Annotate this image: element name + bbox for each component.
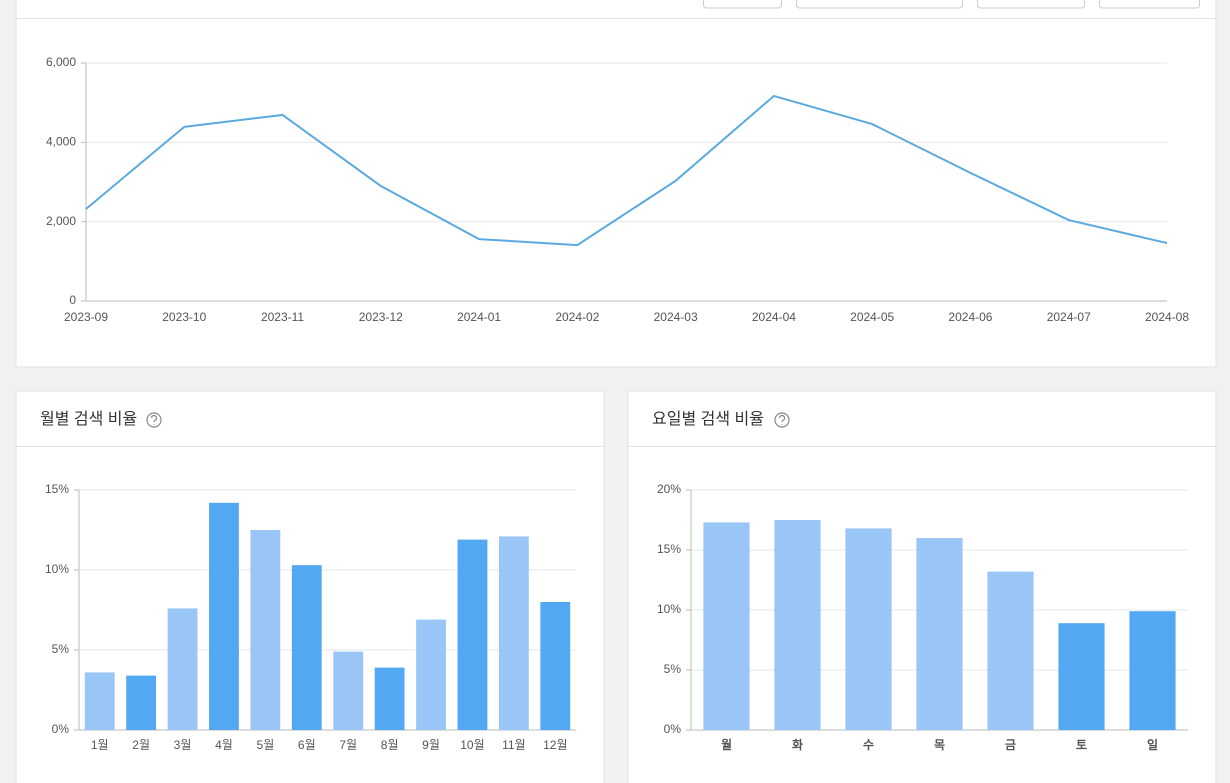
bar — [774, 520, 821, 730]
x-tick-label: 2023-11 — [261, 310, 304, 324]
x-tick-label: 1월 — [91, 738, 109, 752]
bar — [1058, 623, 1105, 730]
y-tick-label: 0% — [664, 722, 682, 736]
x-tick-label: 4월 — [215, 738, 233, 752]
y-tick-label: 0 — [69, 293, 76, 307]
help-icon[interactable] — [774, 412, 790, 428]
x-tick-label: 수 — [863, 738, 874, 752]
y-tick-label: 15% — [45, 482, 69, 496]
bar — [498, 536, 529, 730]
x-tick-label: 5월 — [257, 738, 275, 752]
y-tick-label: 4,000 — [46, 135, 76, 149]
bar — [291, 565, 322, 730]
x-tick-label: 2024-04 — [752, 310, 796, 324]
x-tick-label: 화 — [792, 737, 803, 752]
y-tick-label: 5% — [52, 642, 70, 656]
x-tick-label: 11월 — [502, 738, 526, 752]
bar — [333, 651, 364, 730]
x-tick-label: 2월 — [132, 738, 150, 752]
bar — [540, 602, 571, 730]
x-tick-label: 9월 — [422, 738, 440, 752]
x-tick-label: 2024-02 — [555, 310, 599, 324]
x-tick-label: 목 — [934, 738, 945, 752]
bar — [1129, 611, 1176, 730]
x-tick-label: 2023-09 — [64, 310, 108, 324]
bar — [250, 530, 281, 730]
y-tick-label: 15% — [657, 542, 681, 556]
panel-title: 월별 검색 비율 — [40, 410, 137, 428]
bar — [703, 522, 750, 730]
x-tick-label: 6월 — [298, 738, 316, 752]
x-tick-label: 2024-08 — [1145, 310, 1189, 324]
bar — [126, 675, 157, 730]
x-tick-label: 12월 — [543, 738, 567, 752]
bar — [209, 502, 239, 730]
y-tick-label: 6,000 — [46, 55, 76, 69]
line — [85, 94, 1168, 247]
x-tick-label: 7월 — [339, 738, 357, 752]
x-tick-label: 3월 — [174, 738, 192, 752]
panel-title: 요일별 검색 비율 — [652, 410, 764, 428]
trend-panel — [15, 0, 1217, 368]
x-tick-label: 8월 — [381, 738, 399, 752]
y-tick-label: 20% — [657, 482, 681, 496]
bar — [987, 571, 1034, 730]
bar — [374, 667, 405, 730]
bar — [416, 619, 446, 730]
bar — [167, 608, 198, 730]
x-tick-label: 2024-06 — [948, 310, 992, 324]
x-tick-label: 일 — [1147, 738, 1158, 752]
y-tick-label: 2,000 — [46, 214, 76, 228]
x-tick-label: 토 — [1076, 738, 1087, 752]
x-tick-label: 2024-01 — [457, 310, 501, 324]
x-tick-label: 2024-07 — [1047, 310, 1091, 324]
y-tick-label: 10% — [657, 602, 681, 616]
x-tick-label: 2023-12 — [359, 310, 403, 324]
x-tick-label: 금 — [1005, 738, 1016, 752]
button[interactable] — [977, 0, 1085, 9]
help-icon[interactable] — [146, 412, 162, 428]
x-tick-label: 2024-03 — [654, 310, 698, 324]
x-tick-label: 2023-10 — [162, 310, 206, 324]
x-tick-label: 월 — [721, 737, 732, 752]
button[interactable] — [703, 0, 782, 9]
x-tick-label: 2024-05 — [850, 310, 894, 324]
y-tick-label: 0% — [52, 722, 70, 736]
bar — [845, 528, 892, 730]
x-tick-label: 10월 — [460, 738, 484, 752]
button[interactable] — [796, 0, 963, 9]
y-tick-label: 10% — [45, 562, 69, 576]
bar — [84, 672, 115, 730]
y-tick-label: 5% — [664, 662, 682, 676]
button[interactable] — [1099, 0, 1200, 9]
bar — [457, 539, 488, 730]
bar — [916, 538, 963, 730]
